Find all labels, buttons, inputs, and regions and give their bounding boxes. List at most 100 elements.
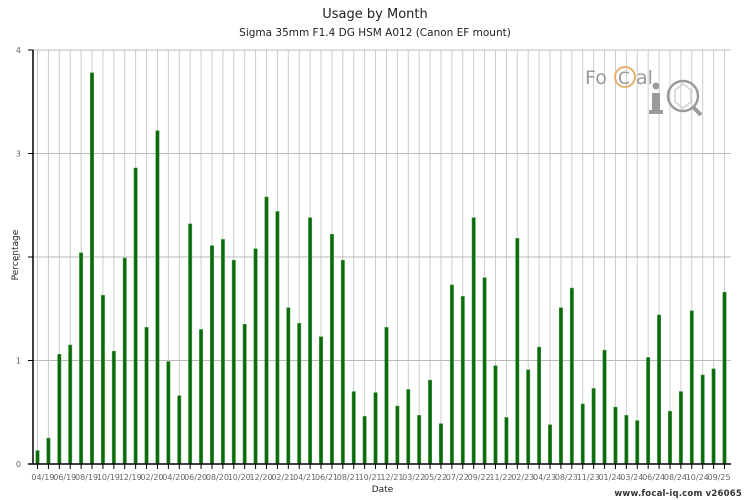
bar [46,437,51,465]
chart-subtitle: Sigma 35mm F1.4 DG HSM A012 (Canon EF mo… [239,27,511,39]
bar [548,424,552,465]
y-tick-label: 0 [16,460,21,469]
bar [537,346,542,465]
bar [264,196,269,465]
bar [646,357,651,465]
x-tick-label: 11/23 [577,473,600,482]
bar [253,248,258,465]
bar [449,284,454,465]
bar [68,344,73,465]
bar [569,287,574,465]
x-tick-label: 04/21 [293,473,316,482]
bar [242,324,247,465]
x-tick-label: 06/21 [315,473,338,482]
x-tick-label: 12/19 [119,473,142,482]
bar [635,420,640,465]
x-tick-label: 11/22 [489,473,512,482]
bar [57,354,62,465]
bar [668,410,672,465]
y-axis-ticks: 0 1 2 3 4 [16,46,33,469]
bar [340,259,345,465]
bar [275,211,280,465]
bar [220,239,225,465]
logo-text-c: C [618,69,630,89]
bar [133,167,138,465]
bar [319,336,323,465]
bar [111,350,116,465]
x-tick-label: 09/22 [468,473,491,482]
bar [722,291,727,465]
focal-iq-logo-icon: Fo C al [585,66,703,117]
y-tick-label: 4 [16,46,21,55]
bar [79,252,84,465]
x-tick-label: 12/20 [250,473,273,482]
bar [493,365,498,465]
bar [657,314,662,465]
bar [373,392,378,465]
bar [460,296,465,465]
bar [155,130,160,465]
bar [122,257,127,465]
x-tick-label: 04/23 [533,473,556,482]
bar [417,415,422,465]
bar [428,379,433,465]
bar [406,389,411,465]
bar [90,72,94,465]
x-tick-label: 04/20 [162,473,185,482]
x-tick-label: 02/21 [271,473,294,482]
bar [515,238,520,465]
bar [35,450,40,465]
bar [231,259,236,465]
bar [678,391,683,465]
bar [351,391,356,465]
site-credit: www.focal-iq.com v26065 [614,489,742,499]
x-tick-label: 05/22 [424,473,447,482]
x-tick-label: 08/24 [664,473,687,482]
x-tick-label: 06/19 [53,473,76,482]
x-tick-label: 08/21 [337,473,360,482]
y-tick-label: 3 [16,150,21,159]
x-tick-label: 08/23 [555,473,578,482]
bar [613,406,618,465]
chart-title: Usage by Month [322,7,428,22]
bar [526,369,531,465]
x-tick-label: 07/22 [446,473,469,482]
x-tick-label: 01/24 [598,473,621,482]
bar [199,329,204,465]
bar [166,361,171,465]
bar [188,223,193,465]
x-tick-label: 10/20 [228,473,251,482]
bar [210,245,214,465]
x-axis-label: Date [371,485,394,495]
y-tick-label: 1 [16,357,21,366]
bar [329,233,334,465]
bar [580,403,585,465]
x-axis-ticks: 04/1906/1908/1910/1912/1902/2004/2006/20… [31,464,731,482]
x-tick-label: 02/23 [511,473,534,482]
bar [439,423,443,465]
bar [558,307,563,465]
bar [591,388,596,465]
y-axis-label: Percentage [11,229,21,281]
bar [308,217,313,465]
bar [504,417,509,465]
x-tick-label: 10/19 [97,473,120,482]
x-tick-label: 08/19 [75,473,98,482]
logo-text-al: al [636,67,653,89]
x-tick-label: 02/20 [140,473,163,482]
bar [482,277,487,465]
y-tick-label: 2 [16,253,21,262]
x-tick-label: 03/22 [402,473,425,482]
bar [711,368,716,465]
x-tick-label: 06/24 [642,473,665,482]
x-tick-label: 08/20 [206,473,229,482]
bar [177,395,182,465]
x-tick-label: 06/20 [184,473,207,482]
bar [100,295,105,465]
bar [624,415,629,465]
bar [395,405,400,465]
bars [35,72,727,465]
x-tick-label: 03/24 [620,473,643,482]
bar [384,327,389,465]
